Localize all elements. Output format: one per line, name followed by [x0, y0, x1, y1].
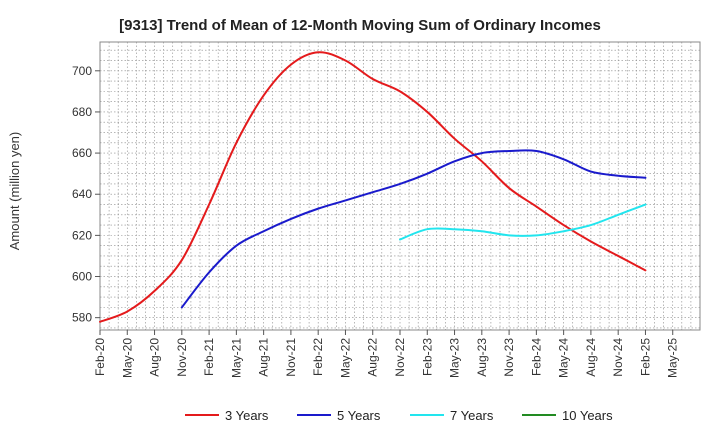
- y-tick-label: 680: [72, 105, 92, 119]
- legend-label-5-years: 5 Years: [337, 408, 381, 423]
- x-tick-label: Nov-21: [284, 338, 298, 377]
- series-lines: [99, 51, 647, 323]
- series-line-7-years: [399, 203, 647, 241]
- legend-label-7-years: 7 Years: [450, 408, 494, 423]
- x-tick-label: May-20: [120, 338, 134, 378]
- x-tick-label: Nov-20: [175, 338, 189, 377]
- y-tick-label: 640: [72, 187, 92, 201]
- x-tick-label: Nov-23: [502, 338, 516, 377]
- legend-label-10-years: 10 Years: [562, 408, 613, 423]
- x-tick-label: Aug-22: [366, 338, 380, 377]
- y-tick-label: 600: [72, 270, 92, 284]
- x-tick-label: Feb-23: [420, 338, 434, 376]
- chart-title: [9313] Trend of Mean of 12-Month Moving …: [119, 17, 601, 34]
- x-tick-label: Feb-20: [93, 338, 107, 376]
- x-tick-label: Feb-25: [638, 338, 652, 376]
- y-tick-label: 660: [72, 146, 92, 160]
- series-line-5-years: [180, 149, 647, 309]
- x-tick-label: Feb-24: [529, 338, 543, 376]
- x-tick-label: Aug-21: [257, 338, 271, 377]
- y-tick-label: 620: [72, 228, 92, 242]
- y-tick-label: 700: [72, 64, 92, 78]
- legend-label-3-years: 3 Years: [225, 408, 269, 423]
- x-axis: Feb-20 May-20 Aug-20 Nov-20 Feb-21 May-21 Aug-…: [93, 330, 680, 378]
- y-axis-label: Amount (million yen): [7, 132, 22, 251]
- x-tick-label: May-23: [448, 338, 462, 378]
- x-tick-label: Feb-22: [311, 338, 325, 376]
- x-tick-label: Aug-20: [148, 338, 162, 377]
- x-tick-label: May-21: [229, 338, 243, 378]
- x-tick-label: May-25: [666, 338, 680, 378]
- x-tick-label: May-24: [557, 338, 571, 378]
- x-tick-label: Aug-23: [475, 338, 489, 377]
- y-tick-label: 580: [72, 311, 92, 325]
- x-tick-label: Nov-22: [393, 338, 407, 377]
- grid: [100, 42, 700, 330]
- series-line-3-years: [99, 51, 647, 323]
- x-tick-label: Feb-21: [202, 338, 216, 376]
- x-tick-label: Aug-24: [584, 338, 598, 377]
- x-tick-label: Nov-24: [611, 338, 625, 377]
- legend: 3 Years 5 Years 7 Years 10 Years: [185, 408, 613, 423]
- x-tick-label: May-22: [338, 338, 352, 378]
- y-axis: 580 600 620 640 660 680 700: [72, 64, 100, 325]
